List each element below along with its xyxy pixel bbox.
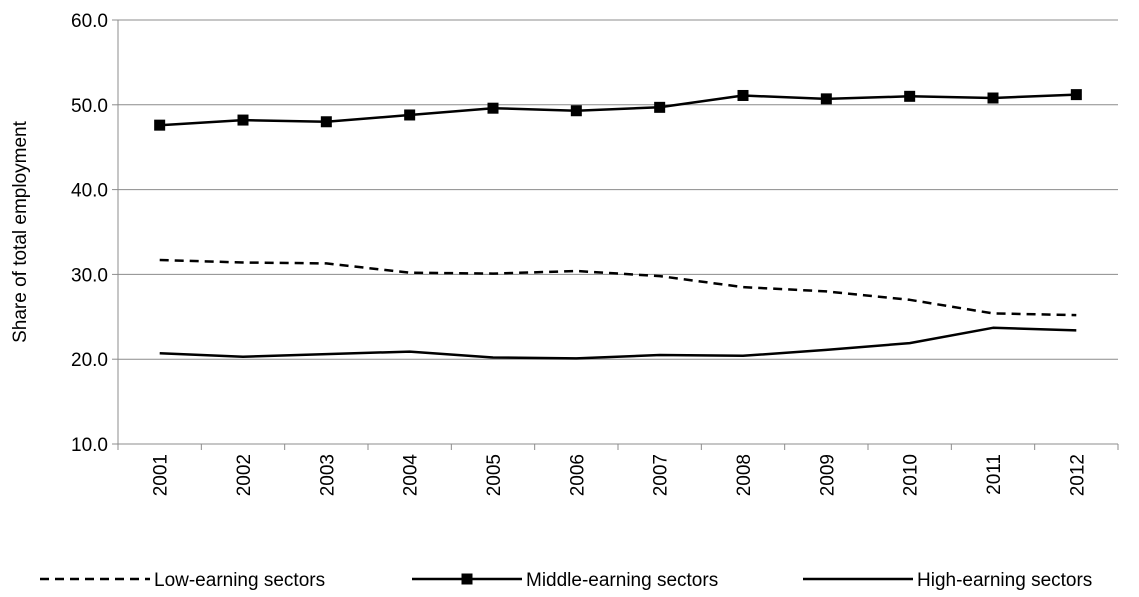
x-tick-label: 2003 bbox=[317, 454, 338, 496]
x-tick-label: 2010 bbox=[901, 454, 922, 496]
y-axis-title: Share of total employment bbox=[10, 120, 31, 343]
series-marker bbox=[570, 105, 582, 117]
x-tick-label: 2008 bbox=[734, 454, 755, 496]
legend-marker bbox=[461, 573, 473, 585]
x-tick-label: 2005 bbox=[484, 454, 505, 496]
x-tick-label: 2011 bbox=[984, 454, 1005, 495]
series-marker bbox=[737, 89, 749, 101]
series-marker bbox=[320, 116, 332, 128]
series-marker bbox=[904, 90, 916, 102]
series-marker bbox=[154, 119, 166, 131]
y-tick-label: 20.0 bbox=[71, 350, 108, 371]
series-group bbox=[154, 89, 1082, 360]
legend: Low-earning sectors Middle-earning sector… bbox=[40, 570, 1092, 591]
y-tick-label: 10.0 bbox=[71, 435, 108, 456]
series-marker bbox=[654, 101, 666, 113]
legend-label-0: Low-earning sectors bbox=[154, 570, 325, 591]
series-line-2 bbox=[159, 326, 1077, 360]
series-marker bbox=[987, 92, 999, 104]
legend-label-2: High-earning sectors bbox=[917, 570, 1092, 591]
x-tick-label: 2006 bbox=[567, 454, 588, 496]
series-marker bbox=[820, 93, 832, 105]
series-marker bbox=[487, 102, 499, 114]
gridlines bbox=[118, 19, 1118, 360]
x-tick-label: 2007 bbox=[651, 454, 672, 496]
series-line-1 bbox=[159, 93, 1077, 127]
axes bbox=[112, 19, 1119, 450]
y-tick-label: 50.0 bbox=[71, 96, 108, 117]
x-tick-label: 2009 bbox=[817, 454, 838, 496]
y-tick-labels: 10.0 20.0 30.0 40.0 50.0 60.0 bbox=[71, 11, 108, 456]
x-tick-label: 2004 bbox=[401, 454, 422, 497]
series-line-0 bbox=[159, 258, 1077, 317]
x-tick-label: 2012 bbox=[1067, 454, 1088, 496]
y-tick-label: 30.0 bbox=[71, 265, 108, 286]
series-marker bbox=[404, 109, 416, 121]
x-tick-label: 2002 bbox=[234, 454, 255, 496]
series-marker bbox=[1070, 89, 1082, 101]
y-tick-label: 60.0 bbox=[71, 11, 108, 32]
series-marker bbox=[237, 114, 249, 126]
legend-label-1: Middle-earning sectors bbox=[526, 570, 718, 591]
x-tick-labels: 2001 2002 2003 2004 2005 2006 2007 2008 2009 2010… bbox=[151, 454, 1089, 497]
x-tick-label: 2001 bbox=[151, 454, 172, 496]
y-tick-label: 40.0 bbox=[71, 181, 108, 202]
